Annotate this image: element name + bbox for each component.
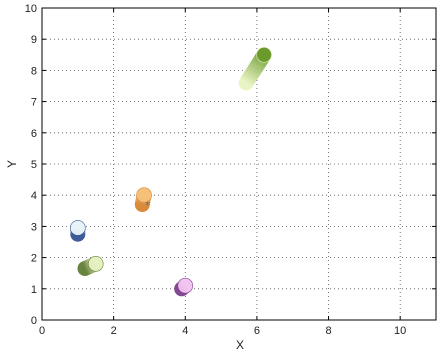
point-head xyxy=(177,277,194,294)
data-point xyxy=(70,220,86,242)
y-tick-label: 2 xyxy=(31,253,37,265)
y-axis-label: Y xyxy=(5,160,19,168)
y-tick-label: 6 xyxy=(31,128,37,140)
y-tick-label: 0 xyxy=(31,315,37,327)
x-tick-label: 8 xyxy=(325,325,331,337)
point-head xyxy=(87,256,104,272)
x-tick-label: 2 xyxy=(111,325,117,337)
x-tick-label: 10 xyxy=(394,325,406,337)
y-tick-label: 1 xyxy=(31,284,37,296)
point-head xyxy=(136,187,152,203)
y-tick-label: 4 xyxy=(31,190,37,202)
x-tick-label: 0 xyxy=(39,325,45,337)
x-tick-label: 4 xyxy=(182,325,188,337)
point-annotation-star: * xyxy=(145,199,151,212)
x-axis-label: X xyxy=(236,338,244,352)
x-tick-label: 6 xyxy=(254,325,260,337)
data-point xyxy=(134,187,152,213)
y-tick-label: 3 xyxy=(31,221,37,233)
axis-ticks xyxy=(41,7,436,321)
point-head xyxy=(70,220,86,236)
y-tick-labels: 0 1 2 3 4 5 6 7 8 9 10 xyxy=(25,3,37,327)
data-points xyxy=(70,46,272,297)
x-tick-labels: 0 2 4 6 8 10 xyxy=(39,325,406,337)
y-tick-label: 9 xyxy=(31,34,37,46)
y-tick-label: 8 xyxy=(31,65,37,77)
y-tick-label: 7 xyxy=(31,97,37,109)
data-point xyxy=(238,46,272,91)
data-point xyxy=(77,256,104,277)
grid-lines xyxy=(42,8,436,320)
data-point xyxy=(174,277,194,297)
y-tick-label: 10 xyxy=(25,3,37,15)
y-tick-label: 5 xyxy=(31,159,37,171)
point-head xyxy=(256,46,272,63)
